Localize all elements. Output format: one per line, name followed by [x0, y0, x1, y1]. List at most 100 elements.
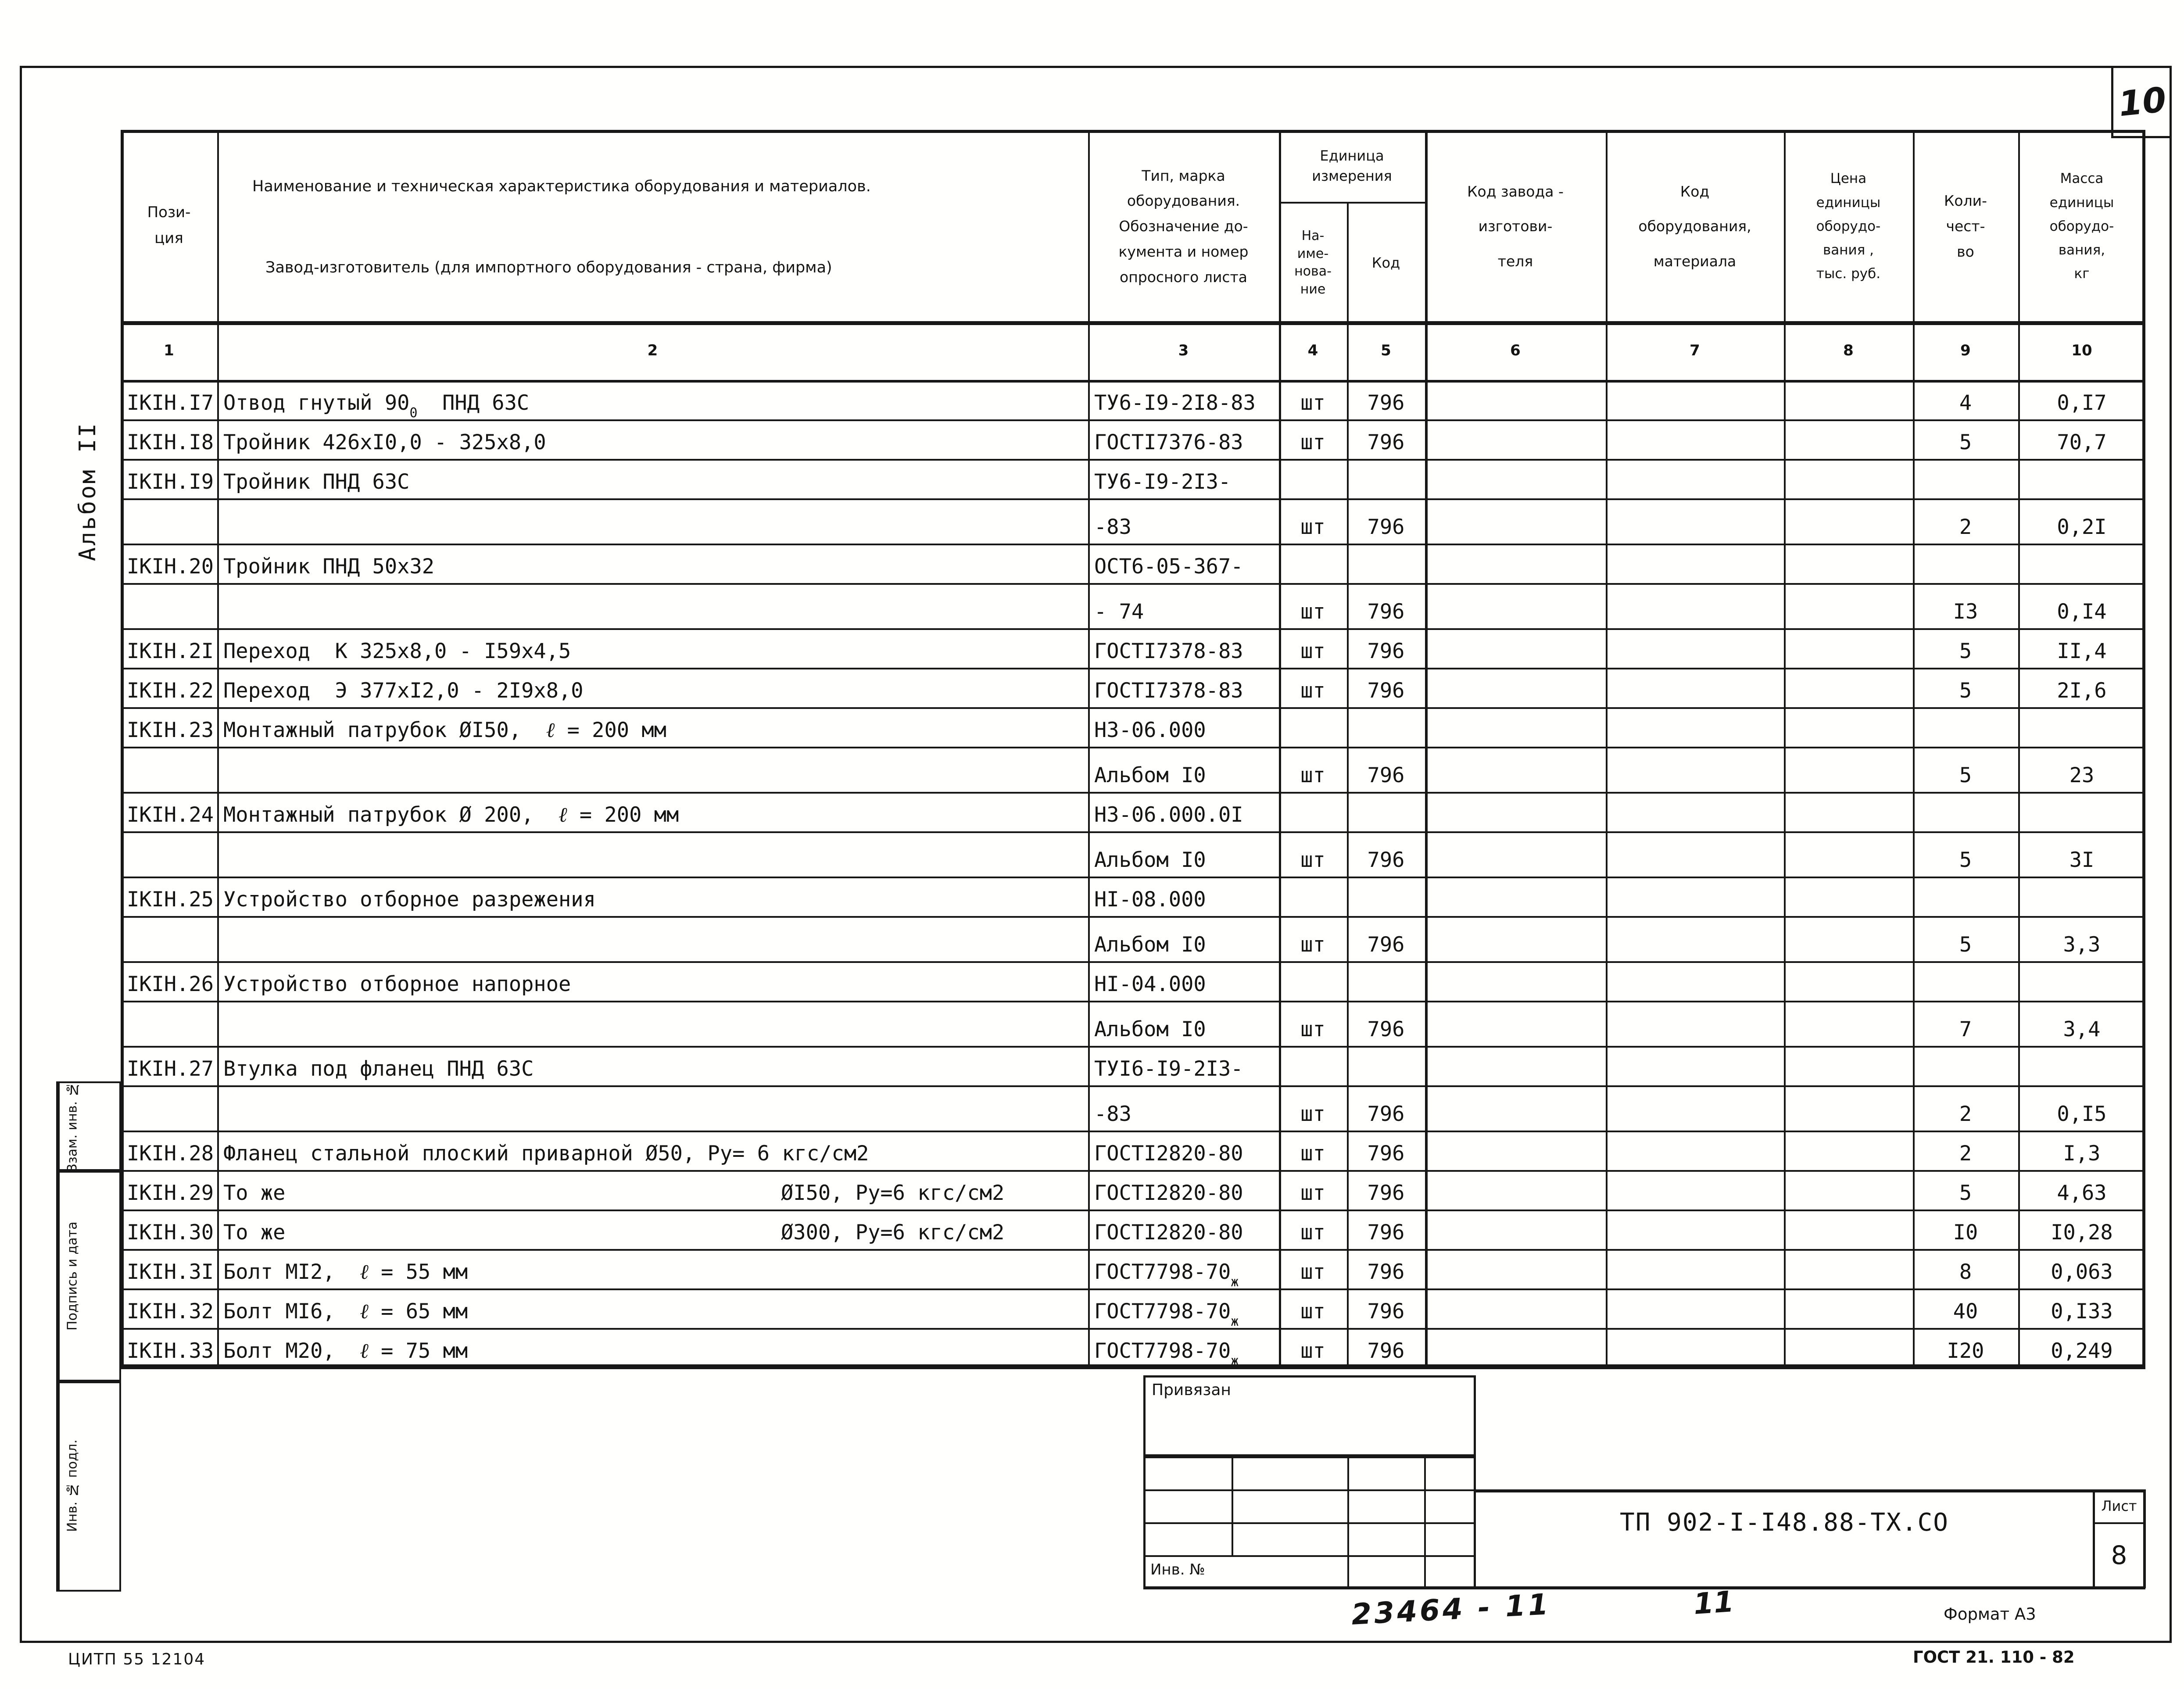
cell-position: IКIН.23: [127, 718, 214, 742]
title-block-line: [1143, 1489, 1476, 1491]
grid-line: [121, 1131, 2145, 1132]
cell-position: IКIН.20: [127, 555, 214, 579]
cell-mass: 0,I4: [2057, 600, 2107, 624]
cell-unit-code: 796: [1367, 1102, 1405, 1126]
cell-mass: 2I,6: [2057, 679, 2107, 703]
cell-unit: шт: [1300, 763, 1325, 787]
grid-line: [121, 707, 2145, 709]
grid-line: [1279, 130, 1281, 1367]
cell-unit-code: 796: [1367, 933, 1405, 957]
cell-document: ГОСТI2820-80: [1094, 1181, 1243, 1205]
cell-document: ГОСТ7798-70 ж: [1094, 1260, 1239, 1290]
cell-quantity: 40: [1953, 1299, 1978, 1324]
cell-position: IКIН.3I: [127, 1260, 214, 1284]
sheet-word-box: Лист: [2093, 1489, 2145, 1522]
grid-line: [1425, 130, 1428, 1367]
header-equipment-code: Код оборудования, материала: [1638, 183, 1751, 270]
sheet-frame: [20, 66, 2172, 1643]
column-number: 4: [1307, 342, 1318, 359]
sheet-word-label: Лист: [2101, 1497, 2137, 1514]
cell-unit-code: 796: [1367, 600, 1405, 624]
format-label: Формат А3: [1944, 1605, 2036, 1624]
cell-document: ГОСТ7798-70 ж: [1094, 1299, 1239, 1329]
cell-unit-code: 796: [1367, 1339, 1405, 1363]
column-number: 3: [1178, 342, 1189, 359]
grid-line: [2018, 130, 2020, 1367]
grid-line: [121, 544, 2145, 545]
cell-quantity: 5: [1959, 430, 1972, 454]
cell-quantity: I3: [1953, 600, 1978, 624]
cell-document: ОСТ6-05-367-: [1094, 555, 1243, 579]
cell-mass: 0,I5: [2057, 1102, 2107, 1126]
cell-document: ГОСТI7376-83: [1094, 430, 1243, 454]
cell-quantity: 4: [1959, 391, 1972, 415]
cell-mass: 0,2I: [2057, 515, 2107, 539]
spec-table: Пози- ция Наименование и техническая хар…: [121, 130, 2145, 1369]
cell-document: ТУ6-I9-2I8-83: [1094, 391, 1256, 415]
header-type-mark: Тип, марка оборудования. Обозначение до-…: [1118, 167, 1249, 286]
cell-document: НI-04.000: [1094, 972, 1206, 996]
cell-name: Устройство отборное разрежения: [223, 887, 596, 912]
cell-unit: шт: [1300, 391, 1325, 415]
cell-mass: 0,I33: [2051, 1299, 2113, 1324]
column-number: 10: [2071, 342, 2092, 359]
grid-line: [121, 628, 2145, 630]
cell-unit-code: 796: [1367, 1017, 1405, 1041]
grid-line: [121, 380, 2145, 383]
cell-document: НI-08.000: [1094, 887, 1206, 912]
document-number: ТП 902-I-I48.88-ТХ.СО: [1619, 1508, 1949, 1537]
cell-unit-code: 796: [1367, 1181, 1405, 1205]
title-block-line: [1474, 1375, 1476, 1588]
cell-unit: шт: [1300, 1181, 1325, 1205]
title-block-line: [1347, 1456, 1349, 1588]
cell-document: Альбом I0: [1094, 848, 1206, 872]
pin-label: Привязан: [1152, 1381, 1231, 1399]
grid-line: [121, 1328, 2145, 1330]
stamp-podpis-data-label: Подпись и дата: [58, 1171, 85, 1381]
cell-quantity: 7: [1959, 1017, 1972, 1041]
cell-quantity: I20: [1947, 1339, 1984, 1363]
cell-mass: I,3: [2063, 1142, 2101, 1166]
handwritten-archive-extra: 11: [1692, 1584, 1735, 1621]
cell-quantity: I0: [1953, 1220, 1978, 1245]
grid-line: [121, 1364, 2145, 1368]
cell-unit: шт: [1300, 639, 1325, 663]
cell-position: IКIН.2I: [127, 639, 214, 663]
cell-unit-code: 796: [1367, 515, 1405, 539]
cell-document: ТУ6-I9-2I3-: [1094, 470, 1231, 494]
cell-quantity: 2: [1959, 515, 1972, 539]
cell-name: То же ØI50, Ру=6 кгс/см2: [223, 1181, 1005, 1205]
cell-quantity: 2: [1959, 1102, 1972, 1126]
stamp-blank-cell: [85, 1083, 119, 1171]
cell-quantity: 5: [1959, 933, 1972, 957]
stamp-vzam-inv-label: Взам. инв. №: [58, 1081, 85, 1173]
grid-line: [121, 668, 2145, 669]
cell-name-size-spec: Ø300, Ру=6 кгс/см2: [781, 1220, 1005, 1245]
cell-mass: II,4: [2057, 639, 2107, 663]
cell-mass: 0,249: [2051, 1339, 2113, 1363]
title-block-line: [1143, 1456, 1146, 1588]
cell-unit: шт: [1300, 1102, 1325, 1126]
cell-document: Альбом I0: [1094, 1017, 1206, 1041]
document-number-cell: ТП 902-I-I48.88-ТХ.СО: [1476, 1489, 2093, 1555]
grid-line: [121, 747, 2145, 748]
cell-mass: 3,4: [2063, 1017, 2101, 1041]
cell-unit: шт: [1300, 1142, 1325, 1166]
cell-quantity: 2: [1959, 1142, 1972, 1166]
cell-unit: шт: [1300, 1260, 1325, 1284]
grid-line: [121, 130, 124, 1367]
cell-position: IКIН.28: [127, 1142, 214, 1166]
cell-position: IКIН.33: [127, 1339, 214, 1363]
page-number-handwritten: 10: [2116, 80, 2169, 124]
cell-quantity: 5: [1959, 679, 1972, 703]
cell-unit: шт: [1300, 933, 1325, 957]
cell-document: Альбом I0: [1094, 933, 1206, 957]
cell-position: IКIН.I7: [127, 391, 214, 415]
grid-line: [121, 1170, 2145, 1172]
grid-line: [121, 130, 2145, 133]
cell-name: Отвод гнутый 90 0 ПНД 63С: [223, 391, 530, 421]
cell-unit-code: 796: [1367, 1142, 1405, 1166]
header-unit-name: На- име- нова- ние: [1294, 228, 1332, 297]
cell-unit: шт: [1300, 600, 1325, 624]
